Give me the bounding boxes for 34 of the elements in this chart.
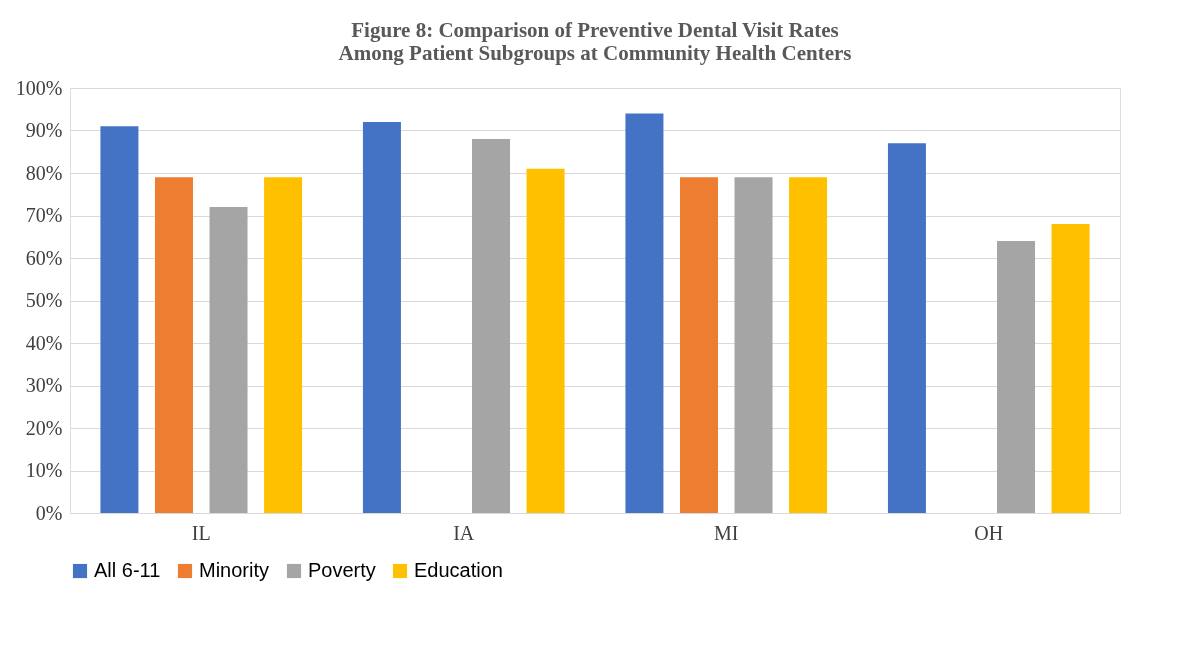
legend-label: Poverty (308, 559, 376, 581)
bar (887, 143, 926, 513)
y-tick-label: 90% (25, 119, 63, 141)
y-tick-label: 70% (25, 204, 63, 226)
bar (679, 177, 718, 513)
y-tick-label: 30% (25, 374, 63, 396)
x-tick-label: OH (974, 521, 1004, 544)
legend-label: All 6-11 (94, 559, 161, 581)
x-tick-label: IA (453, 521, 475, 544)
bar (789, 177, 828, 513)
bar (734, 177, 773, 513)
x-tick-label: IL (191, 521, 211, 544)
bar (362, 122, 401, 513)
y-tick-label: 20% (25, 416, 63, 439)
chart-title: Figure 8: Comparison of Preventive Dental Visit Rates Among Patient Subgroups at Community Health Centers (338, 18, 852, 65)
bar (264, 177, 303, 513)
y-tick-label: 10% (25, 459, 63, 481)
y-tick-label: 50% (25, 289, 63, 311)
bar (526, 168, 565, 513)
y-tick-label: 40% (25, 331, 63, 354)
y-tick-label: 0% (35, 501, 63, 524)
y-tick-label: 100% (15, 76, 63, 99)
x-tick-label: MI (714, 521, 739, 544)
bar (472, 139, 511, 513)
bar (1051, 224, 1090, 513)
y-tick-label: 80% (25, 161, 63, 184)
bar (100, 126, 139, 513)
legend-label: Education (414, 559, 503, 581)
y-tick-label: 60% (25, 246, 63, 269)
bar (625, 113, 664, 513)
bar (154, 177, 193, 513)
bar (209, 207, 248, 513)
legend-label: Minority (199, 559, 270, 581)
bar (997, 241, 1036, 513)
